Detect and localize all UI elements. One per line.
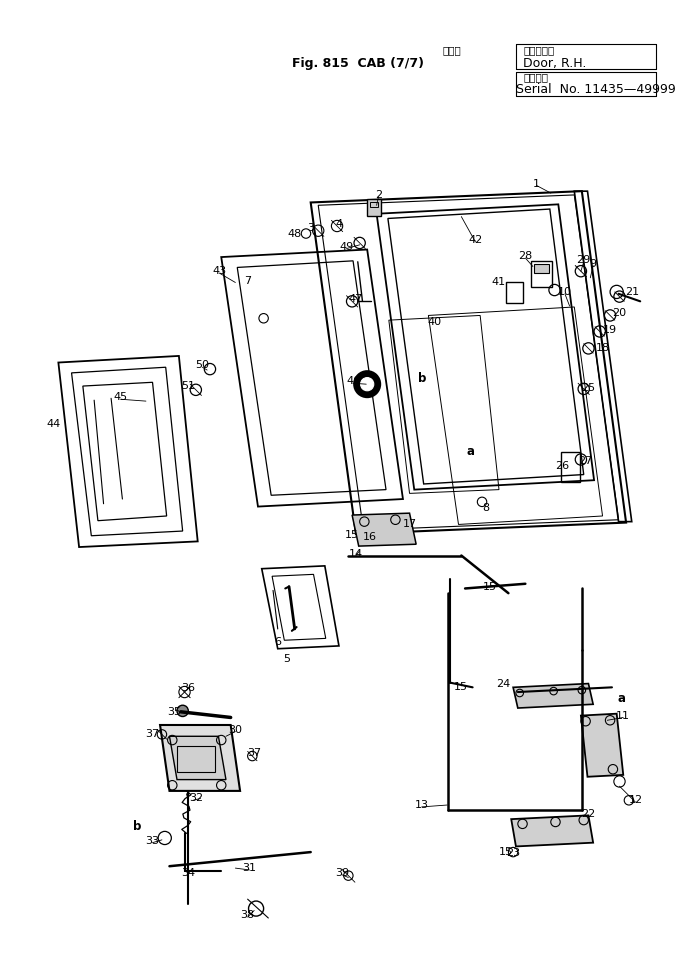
Text: 21: 21	[624, 287, 639, 297]
Text: 2: 2	[375, 190, 382, 200]
Text: 20: 20	[612, 308, 626, 317]
Bar	[177, 746, 215, 772]
Text: 13: 13	[415, 800, 429, 810]
Text: 3: 3	[307, 222, 314, 233]
Text: 24: 24	[496, 679, 511, 689]
Text: 32: 32	[189, 794, 203, 804]
Text: a: a	[617, 692, 625, 705]
Text: 47: 47	[349, 294, 363, 305]
Text: 15: 15	[498, 847, 512, 857]
Text: 37: 37	[146, 729, 160, 740]
Text: Door, R.H.: Door, R.H.	[524, 56, 587, 70]
Text: 45: 45	[113, 393, 127, 402]
Text: 46: 46	[346, 376, 360, 387]
Text: 40: 40	[428, 317, 442, 327]
Text: 41: 41	[492, 278, 506, 287]
Text: 39: 39	[335, 867, 349, 878]
Bar	[531, 261, 552, 287]
Text: ドアー、右: ドアー、右	[524, 45, 554, 55]
Text: 50: 50	[195, 361, 209, 370]
Text: 29: 29	[577, 255, 591, 265]
Text: 1: 1	[533, 179, 540, 189]
Bar	[534, 264, 549, 273]
Text: 23: 23	[506, 848, 520, 858]
Polygon shape	[169, 736, 226, 779]
Polygon shape	[352, 513, 416, 546]
Circle shape	[177, 705, 188, 717]
Text: 5: 5	[284, 654, 290, 664]
Polygon shape	[581, 714, 623, 777]
Bar	[368, 198, 382, 216]
Text: 33: 33	[146, 835, 160, 846]
Text: キャブ: キャブ	[442, 45, 461, 55]
Text: 14: 14	[349, 548, 363, 559]
Polygon shape	[511, 815, 593, 846]
Bar	[370, 201, 379, 207]
Text: 44: 44	[46, 419, 61, 428]
Text: 30: 30	[228, 724, 242, 735]
Text: 43: 43	[212, 266, 226, 277]
Text: 適用号機: 適用号機	[524, 73, 549, 82]
Text: 35: 35	[167, 707, 181, 717]
Text: 48: 48	[288, 228, 302, 239]
Text: 17: 17	[402, 519, 416, 530]
Text: 36: 36	[181, 684, 195, 693]
Text: 34: 34	[181, 867, 195, 878]
Bar	[505, 282, 522, 304]
Text: 16: 16	[363, 532, 377, 542]
Text: Fig. 815  CAB (7/7): Fig. 815 CAB (7/7)	[292, 56, 424, 70]
Text: 18: 18	[596, 343, 610, 353]
Text: 31: 31	[242, 864, 256, 873]
Text: 15: 15	[482, 581, 496, 592]
Text: 12: 12	[629, 795, 643, 806]
Text: b: b	[418, 372, 426, 385]
Text: 7: 7	[244, 276, 251, 285]
Text: 38: 38	[241, 910, 255, 921]
Text: 19: 19	[603, 325, 617, 335]
Text: 42: 42	[468, 235, 482, 245]
Bar	[561, 452, 580, 483]
Text: 9: 9	[589, 258, 596, 269]
Text: 15: 15	[454, 683, 468, 692]
Circle shape	[360, 377, 374, 391]
Text: 4: 4	[335, 220, 342, 229]
Text: 28: 28	[518, 251, 533, 261]
Polygon shape	[160, 725, 240, 791]
Text: 8: 8	[482, 504, 489, 513]
Text: b: b	[133, 820, 141, 834]
Text: 49: 49	[340, 242, 354, 251]
Text: Serial  No. 11435—49999: Serial No. 11435—49999	[516, 83, 676, 96]
Text: 37: 37	[247, 748, 261, 758]
Text: 15: 15	[345, 530, 359, 540]
Text: 25: 25	[582, 383, 596, 393]
Text: 27: 27	[578, 456, 593, 466]
Text: a: a	[467, 446, 475, 458]
Text: 10: 10	[558, 287, 572, 297]
Text: 6: 6	[274, 637, 281, 647]
Text: 51: 51	[181, 381, 195, 391]
Polygon shape	[513, 684, 593, 708]
Text: 26: 26	[555, 461, 569, 471]
Circle shape	[354, 371, 380, 397]
Text: 11: 11	[616, 711, 630, 720]
Text: 22: 22	[581, 809, 596, 819]
